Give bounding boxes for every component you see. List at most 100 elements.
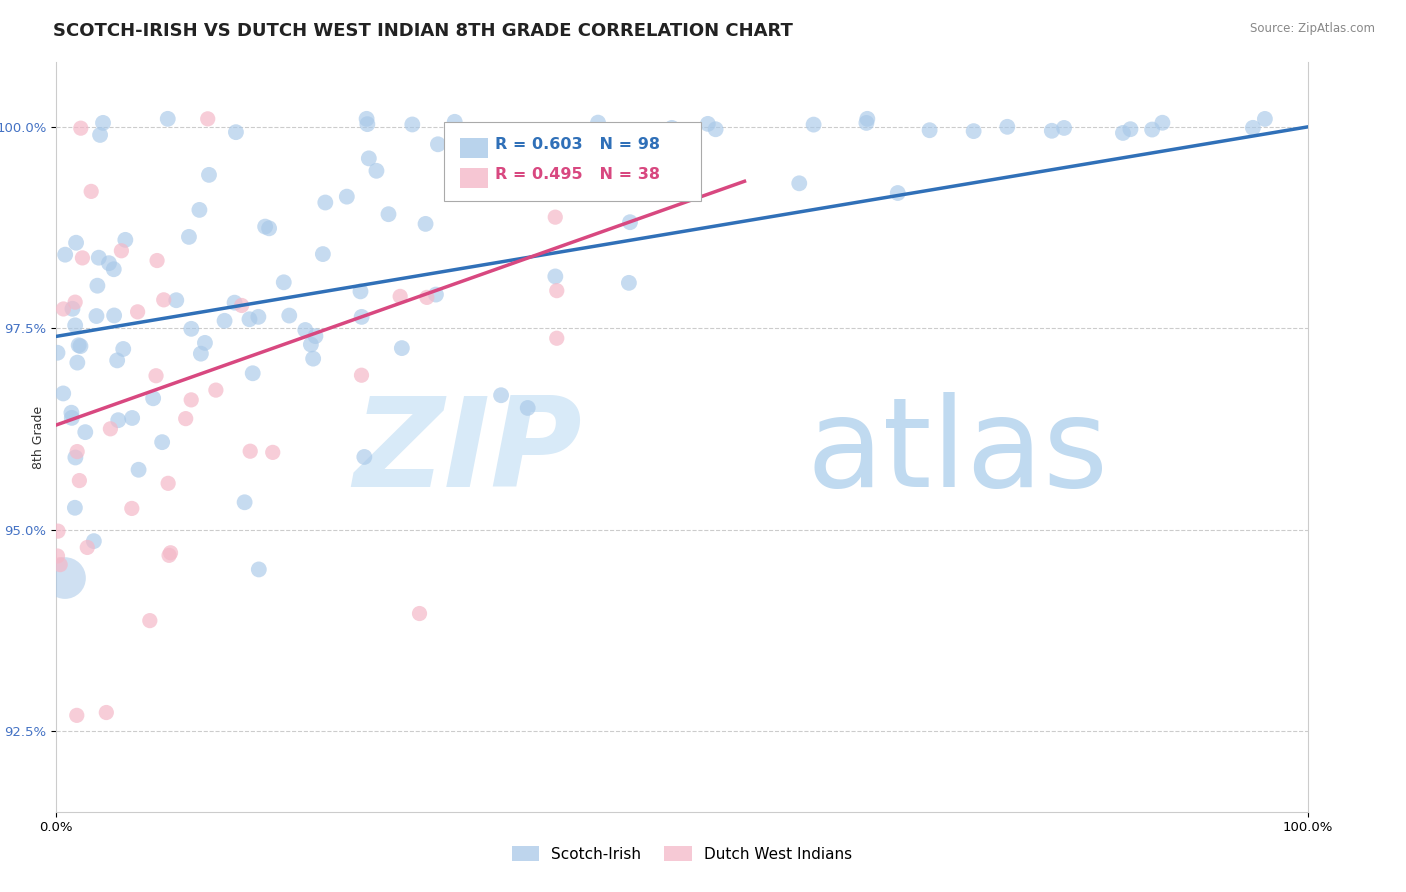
Point [150, 435, 173, 450]
Point [69, 339, 91, 353]
Point [356, 112, 378, 126]
Point [401, 118, 423, 132]
Point [52, 386, 75, 401]
Point [617, 276, 640, 290]
Point [304, 329, 326, 343]
Point [190, 346, 212, 360]
Point [114, 233, 136, 247]
Point [855, 116, 877, 130]
Point [856, 112, 879, 126]
Point [247, 310, 270, 324]
Point [619, 215, 641, 229]
Point [65, 450, 87, 465]
Point [128, 463, 150, 477]
Text: atlas: atlas [806, 392, 1108, 513]
Point [121, 411, 143, 425]
Point [273, 275, 295, 289]
Point [544, 210, 567, 224]
Point [174, 411, 197, 425]
Point [415, 217, 437, 231]
Point [224, 295, 246, 310]
FancyBboxPatch shape [460, 137, 488, 158]
Point [598, 128, 620, 142]
Point [242, 366, 264, 380]
Point [159, 546, 181, 560]
Point [1112, 126, 1135, 140]
Text: ZIP: ZIP [353, 392, 582, 513]
Point [107, 413, 129, 427]
Text: R = 0.603   N = 98: R = 0.603 N = 98 [495, 137, 661, 153]
Point [1241, 120, 1264, 135]
Point [803, 118, 825, 132]
Point [1119, 122, 1142, 136]
Point [995, 120, 1018, 134]
Point [89, 128, 111, 142]
Point [127, 305, 149, 319]
Point [87, 251, 110, 265]
Point [696, 117, 718, 131]
Point [194, 335, 217, 350]
Point [262, 445, 284, 459]
Point [177, 230, 200, 244]
Point [152, 293, 174, 307]
Point [139, 614, 162, 628]
Point [887, 186, 910, 200]
Point [60, 406, 83, 420]
Point [231, 298, 253, 312]
Point [49, 558, 72, 572]
Point [65, 235, 87, 250]
Text: SCOTCH-IRISH VS DUTCH WEST INDIAN 8TH GRADE CORRELATION CHART: SCOTCH-IRISH VS DUTCH WEST INDIAN 8TH GR… [53, 22, 793, 40]
Point [67, 338, 90, 352]
Point [83, 534, 105, 549]
Point [205, 383, 228, 397]
Point [63, 295, 86, 310]
Point [75, 425, 97, 439]
Point [100, 422, 122, 436]
Point [426, 137, 449, 152]
Point [366, 163, 388, 178]
Point [425, 287, 447, 301]
Point [586, 115, 609, 129]
Point [278, 309, 301, 323]
Point [239, 444, 262, 458]
Point [1254, 112, 1277, 126]
Point [377, 207, 399, 221]
Point [356, 117, 378, 131]
Point [105, 353, 128, 368]
Point [142, 392, 165, 406]
Point [704, 122, 727, 136]
Point [60, 410, 83, 425]
Point [63, 500, 86, 515]
Point [294, 323, 316, 337]
Point [157, 476, 180, 491]
Point [389, 289, 412, 303]
Point [86, 278, 108, 293]
Point [416, 290, 439, 304]
Point [53, 248, 76, 262]
Point [336, 189, 359, 203]
Point [489, 388, 512, 402]
Point [66, 444, 89, 458]
Point [314, 195, 336, 210]
FancyBboxPatch shape [444, 122, 700, 201]
Point [408, 607, 430, 621]
Point [1152, 116, 1174, 130]
Point [46, 549, 69, 563]
Point [197, 112, 219, 126]
Point [103, 262, 125, 277]
Point [66, 356, 89, 370]
Point [112, 342, 135, 356]
Legend: Scotch-Irish, Dutch West Indians: Scotch-Irish, Dutch West Indians [506, 839, 858, 868]
Point [214, 314, 236, 328]
Point [962, 124, 984, 138]
Point [145, 368, 167, 383]
Point [918, 123, 941, 137]
Point [52, 301, 75, 316]
Point [787, 177, 810, 191]
Point [188, 202, 211, 217]
Point [391, 341, 413, 355]
Point [67, 474, 90, 488]
Point [62, 301, 84, 316]
Point [546, 331, 568, 345]
Point [254, 219, 277, 234]
